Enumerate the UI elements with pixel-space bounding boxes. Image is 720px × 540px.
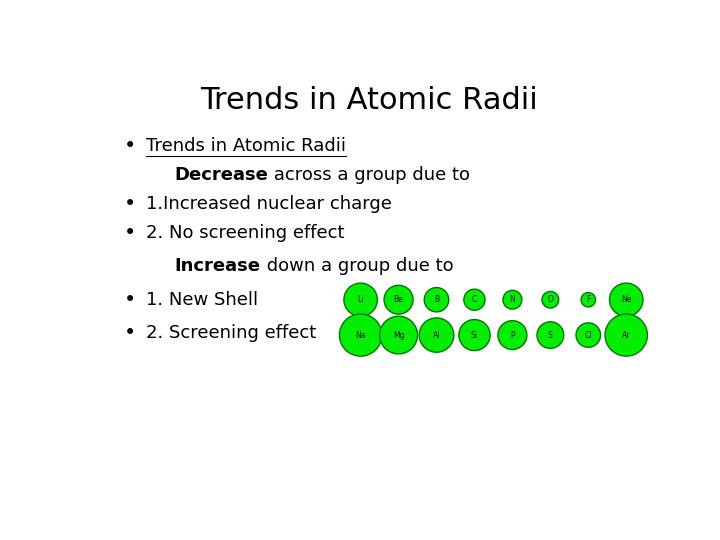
Text: Li: Li <box>357 295 364 304</box>
Text: 2. No screening effect: 2. No screening effect <box>145 224 344 242</box>
Text: •: • <box>124 290 136 310</box>
Text: Be: Be <box>394 295 403 304</box>
Ellipse shape <box>384 285 413 314</box>
Ellipse shape <box>576 323 600 347</box>
Ellipse shape <box>537 322 564 348</box>
Text: 1.Increased nuclear charge: 1.Increased nuclear charge <box>145 195 392 213</box>
Text: Mg: Mg <box>393 330 405 340</box>
Ellipse shape <box>581 293 595 307</box>
Text: O: O <box>547 295 553 304</box>
Text: Ne: Ne <box>621 295 631 304</box>
Ellipse shape <box>610 283 643 316</box>
Ellipse shape <box>459 320 490 350</box>
Ellipse shape <box>419 318 454 352</box>
Text: across a group due to: across a group due to <box>269 166 470 184</box>
Text: •: • <box>124 223 136 243</box>
Text: F: F <box>586 295 590 304</box>
Text: Decrease: Decrease <box>174 166 269 184</box>
Text: •: • <box>124 323 136 343</box>
Text: Increase: Increase <box>174 258 261 275</box>
Text: N: N <box>510 295 516 304</box>
Ellipse shape <box>498 321 527 349</box>
Text: 2. Screening effect: 2. Screening effect <box>145 324 316 342</box>
Text: Al: Al <box>433 330 440 340</box>
Ellipse shape <box>379 316 418 354</box>
Text: C: C <box>472 295 477 304</box>
Text: S: S <box>548 330 553 340</box>
Ellipse shape <box>339 314 382 356</box>
Text: Trends in Atomic Radii: Trends in Atomic Radii <box>200 85 538 114</box>
Ellipse shape <box>542 292 559 308</box>
Text: •: • <box>124 194 136 214</box>
Ellipse shape <box>464 289 485 310</box>
Text: Cl: Cl <box>585 330 592 340</box>
Ellipse shape <box>424 287 449 312</box>
Text: Si: Si <box>471 330 478 340</box>
Text: 1. New Shell: 1. New Shell <box>145 291 258 309</box>
Text: Trends in Atomic Radii: Trends in Atomic Radii <box>145 137 346 155</box>
Text: P: P <box>510 330 515 340</box>
Ellipse shape <box>605 314 647 356</box>
Text: •: • <box>124 136 136 156</box>
Ellipse shape <box>344 283 377 316</box>
Ellipse shape <box>503 291 522 309</box>
Text: Na: Na <box>356 330 366 340</box>
Text: Ar: Ar <box>622 330 631 340</box>
Text: B: B <box>434 295 439 304</box>
Text: down a group due to: down a group due to <box>261 258 453 275</box>
